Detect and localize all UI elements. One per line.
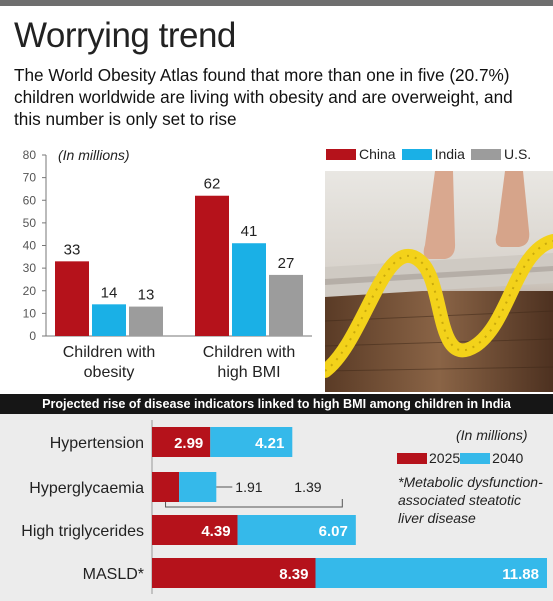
chart1-unit-label: (In millions): [58, 147, 130, 163]
y-tick-label: 70: [23, 171, 37, 185]
leader-line-2025: [165, 499, 343, 508]
bar-2040-3: [315, 558, 547, 588]
bar-2025-3: [152, 558, 316, 588]
category-label: high BMI: [217, 364, 280, 381]
bar-value-label: 41: [241, 223, 258, 240]
chart1-legend: China India U.S.: [326, 146, 537, 162]
value-label-2040: 11.88: [502, 566, 539, 583]
bar-2025-1: [152, 472, 180, 502]
bar-china-obesity: [55, 261, 89, 336]
chart2-unit-label: (In millions): [456, 427, 528, 443]
value-label-2025: 2.99: [174, 435, 203, 452]
legend-label-2040: 2040: [492, 450, 524, 466]
section-title-band: Projected rise of disease indicators lin…: [0, 394, 553, 414]
value-label-2040: 1.91: [235, 479, 262, 495]
obesity-bar-chart: 0 10 20 30 40 50 60 70 80 (In millions) 33 14 13 Chil…: [23, 147, 312, 381]
bar-us-obesity: [129, 306, 163, 336]
bar-2040-0: [210, 427, 293, 457]
legend-item-india: India: [401, 146, 465, 162]
bar-us-high-bmi: [269, 274, 303, 336]
bar-value-label: 33: [64, 241, 81, 258]
bar-value-label: 27: [278, 255, 295, 272]
scale-illustration: [325, 171, 553, 392]
legend-swatch-india: [401, 148, 432, 160]
legend-label-us: U.S.: [503, 146, 532, 162]
row-label-2: High triglycerides: [21, 523, 144, 540]
legend-swatch-2025: [397, 452, 427, 464]
row-label-0: Hypertension: [50, 435, 144, 452]
legend-label-india: India: [434, 146, 465, 162]
bar-india-obesity: [92, 304, 126, 336]
category-label: Children with: [203, 344, 295, 361]
value-label-2025: 1.39: [294, 479, 321, 495]
value-label-2040: 4.21: [255, 435, 284, 452]
bar-2025-2: [152, 515, 238, 545]
value-label-2025: 4.39: [201, 523, 230, 540]
row-label-3: MASLD*: [83, 566, 144, 583]
y-tick-label: 30: [23, 261, 37, 275]
bar-india-high-bmi: [232, 243, 266, 336]
legend-label-china: China: [359, 146, 396, 162]
value-label-2040: 6.07: [319, 523, 348, 540]
bar-2040-2: [237, 515, 356, 545]
weighing-scale-photo: [325, 171, 553, 392]
legend-item-2025: 2025: [397, 450, 460, 466]
footnote: *Metabolic dysfunction-associated steato…: [398, 474, 543, 526]
y-tick-label: 60: [23, 193, 37, 207]
legend-item-2040: 2040: [460, 450, 523, 466]
india-disease-bar-chart: Hypertension 2.99 4.21 Hyperglycaemia 1.91 1.…: [21, 420, 547, 594]
bar-2040-1: [179, 472, 217, 502]
bar-value-label: 14: [101, 284, 118, 301]
y-tick-label: 10: [23, 306, 37, 320]
y-tick-label: 40: [23, 239, 37, 253]
legend-item-china: China: [326, 146, 396, 162]
bar-value-label: 62: [204, 176, 221, 193]
value-label-2025: 8.39: [279, 566, 308, 583]
top-rule: [0, 0, 553, 6]
bar-2025-0: [152, 427, 211, 457]
y-tick-label: 50: [23, 216, 37, 230]
bar-value-label: 13: [138, 287, 155, 304]
legend-swatch-us: [470, 148, 501, 160]
legend-swatch-china: [326, 148, 356, 160]
y-tick-label: 80: [23, 148, 37, 162]
category-label: Children with: [63, 344, 155, 361]
y-tick-label: 0: [29, 329, 36, 343]
row-label-1: Hyperglycaemia: [29, 480, 144, 497]
chart2-legend: 2025 2040: [397, 450, 523, 466]
category-label: obesity: [84, 364, 135, 381]
page-title: Worrying trend: [14, 16, 236, 55]
bar-china-high-bmi: [195, 195, 229, 336]
y-tick-label: 20: [23, 284, 37, 298]
legend-swatch-2040: [460, 452, 491, 464]
legend-label-2025: 2025: [429, 450, 461, 466]
legend-item-us: U.S.: [470, 146, 532, 162]
page-subtitle: The World Obesity Atlas found that more …: [14, 65, 513, 129]
